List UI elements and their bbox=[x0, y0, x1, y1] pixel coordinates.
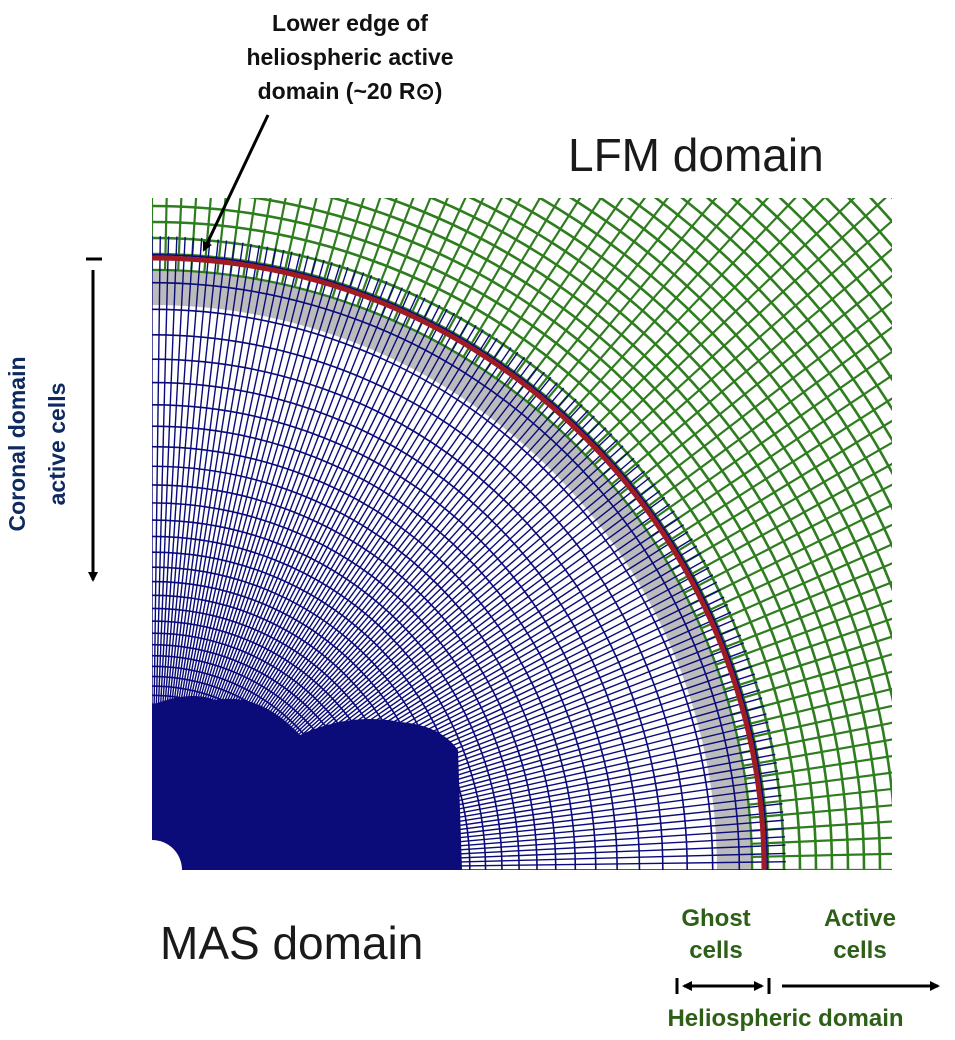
lfm-grid-ray bbox=[705, 562, 892, 642]
lfm-grid-ray bbox=[664, 419, 892, 560]
lfm-grid-ray bbox=[584, 198, 856, 456]
lfm-grid-ray bbox=[495, 198, 624, 380]
lfm-grid-ray bbox=[343, 198, 382, 303]
lfm-grid-ray bbox=[380, 198, 432, 317]
annotation-line-3: domain (~20 R⊙) bbox=[257, 78, 443, 104]
lfm-grid-ray bbox=[516, 198, 670, 395]
lfm-grid bbox=[152, 198, 892, 870]
lfm-grid-ray bbox=[610, 247, 892, 486]
lfm-grid-ray bbox=[671, 441, 892, 571]
lfm-grid-ray bbox=[715, 599, 892, 666]
ghost-cells-label: Ghost cells bbox=[666, 903, 766, 967]
lfm-grid-ray bbox=[392, 198, 449, 322]
lfm-grid-ray bbox=[749, 804, 892, 819]
lfm-grid-ray bbox=[280, 198, 303, 285]
coronal-line-1: Coronal domain bbox=[4, 356, 30, 532]
active-line-2: cells bbox=[833, 937, 887, 964]
lfm-grid-ray bbox=[731, 670, 892, 716]
lfm-grid-ray bbox=[416, 198, 485, 333]
ghost-line-2: cells bbox=[689, 937, 743, 964]
lfm-grid-ray bbox=[229, 198, 242, 276]
lfm-grid-ray bbox=[526, 198, 693, 403]
active-line-1: Active bbox=[823, 905, 897, 932]
lfm-grid-ray bbox=[216, 198, 227, 274]
mas-domain-label: MAS domain bbox=[160, 917, 424, 969]
lfm-grid-ray bbox=[635, 326, 892, 517]
lfm-grid-ray bbox=[505, 198, 647, 387]
lfm-grid-ray bbox=[593, 198, 887, 466]
coronal-line-2: active cells bbox=[44, 382, 70, 506]
lfm-grid-ray bbox=[744, 754, 892, 780]
mas-dense-inner-region bbox=[152, 696, 462, 870]
lfm-grid-ray bbox=[727, 653, 892, 704]
lfm-grid-ray bbox=[242, 198, 257, 278]
lfm-grid-ray bbox=[695, 523, 892, 618]
lfm-grid-ray bbox=[627, 300, 892, 506]
lfm-domain-label: LFM domain bbox=[568, 129, 824, 181]
lfm-grid-ray bbox=[428, 198, 504, 339]
lfm-grid-ray bbox=[650, 374, 892, 538]
lfm-grid-ray bbox=[642, 350, 892, 527]
heliospheric-domain-label: Heliospheric domain bbox=[667, 1005, 904, 1032]
lfm-grid-ray bbox=[356, 198, 398, 307]
lfm-grid-ray bbox=[723, 635, 892, 691]
lfm-grid-ray bbox=[657, 397, 892, 549]
annotation-pointer-arrow bbox=[202, 114, 270, 252]
lfm-grid-ray bbox=[740, 721, 892, 755]
ghost-line-1: Ghost bbox=[681, 905, 751, 932]
lfm-grid-ray bbox=[742, 738, 892, 767]
lfm-grid-ray bbox=[556, 198, 770, 429]
boundary-arc bbox=[152, 255, 767, 870]
lfm-grid-ray bbox=[163, 198, 168, 271]
lfm-grid-ray bbox=[737, 704, 892, 742]
annotation-line-2: heliospheric active bbox=[246, 44, 454, 70]
lfm-grid-ray bbox=[462, 198, 562, 358]
lfm-grid-ray bbox=[734, 687, 892, 729]
sun-cutout bbox=[122, 840, 182, 900]
lfm-grid-ray bbox=[439, 198, 522, 345]
lfm-grid-ray bbox=[484, 198, 603, 372]
lfm-grid-ray bbox=[368, 198, 415, 312]
lfm-grid-ray bbox=[751, 852, 892, 859]
active-cells-label: Active cells bbox=[800, 903, 920, 967]
coronal-domain-label: Coronal domain active cells bbox=[0, 329, 77, 559]
lfm-grid-ray bbox=[255, 198, 272, 280]
lfm-grid-ray bbox=[566, 198, 797, 438]
lfm-grid-ray bbox=[619, 274, 892, 496]
lfm-grid-ray bbox=[689, 503, 892, 606]
lfm-grid-ray bbox=[473, 198, 582, 365]
lfm-grid-ray bbox=[710, 581, 892, 654]
lfm-grid-ray bbox=[746, 771, 892, 793]
boundary-annotation: Lower edge of heliospheric active domain… bbox=[200, 6, 500, 108]
lfm-grid-ray bbox=[700, 543, 892, 630]
lfm-grid-ray bbox=[293, 198, 318, 288]
lfm-grid-ray bbox=[536, 198, 718, 412]
lfm-grid-ray bbox=[677, 462, 892, 583]
lfm-grid-ray bbox=[404, 198, 467, 327]
lfm-grid-ray bbox=[267, 198, 287, 282]
lfm-grid-ray bbox=[575, 198, 826, 447]
lfm-grid-ray bbox=[748, 787, 892, 806]
lfm-grid-ray bbox=[751, 836, 892, 845]
annotation-line-1: Lower edge of bbox=[272, 10, 428, 36]
lfm-grid-ray bbox=[546, 198, 743, 420]
lfm-grid-ray bbox=[306, 198, 334, 291]
lfm-grid-ray bbox=[451, 198, 542, 351]
lfm-grid-ray bbox=[750, 820, 892, 832]
heliospheric-lower-boundary bbox=[152, 255, 767, 870]
lfm-grid-ray bbox=[683, 483, 892, 594]
lfm-grid-ray bbox=[318, 198, 350, 295]
lfm-grid-ray bbox=[719, 617, 892, 679]
lfm-grid-ray bbox=[331, 198, 366, 299]
lfm-grid-ray bbox=[602, 219, 892, 476]
